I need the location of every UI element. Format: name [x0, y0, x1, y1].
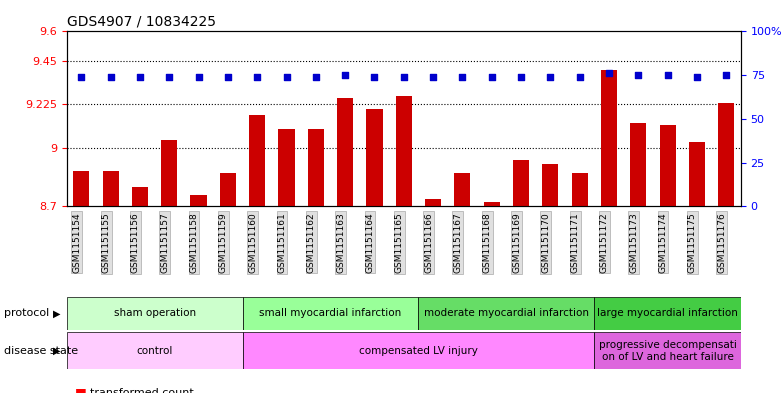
Bar [454, 173, 470, 206]
Text: GSM1151164: GSM1151164 [365, 212, 375, 272]
Bar [278, 129, 295, 206]
Text: GSM1151161: GSM1151161 [278, 212, 286, 273]
Bar [396, 95, 412, 206]
Bar [67, 332, 242, 369]
Point [310, 74, 322, 80]
Text: GDS4907 / 10834225: GDS4907 / 10834225 [67, 15, 216, 29]
Text: GSM1151163: GSM1151163 [336, 212, 345, 273]
Bar [337, 97, 353, 206]
Text: GSM1151158: GSM1151158 [190, 212, 198, 273]
Text: GSM1151154: GSM1151154 [72, 212, 82, 272]
Point [426, 74, 439, 80]
Bar [103, 171, 118, 206]
Bar [659, 125, 676, 206]
Point [280, 74, 292, 80]
Point [720, 72, 732, 78]
Text: GSM1151166: GSM1151166 [424, 212, 433, 273]
Text: moderate myocardial infarction: moderate myocardial infarction [424, 309, 589, 318]
Text: transformed count: transformed count [90, 388, 194, 393]
Point [163, 74, 176, 80]
Text: ▶: ▶ [53, 346, 60, 356]
Bar [73, 171, 89, 206]
Point [515, 74, 528, 80]
Bar [601, 70, 617, 206]
Point [485, 74, 498, 80]
Point [251, 74, 263, 80]
Bar [718, 103, 735, 206]
Bar [132, 187, 148, 206]
Bar [630, 123, 646, 206]
Bar [419, 297, 594, 330]
Point [456, 74, 469, 80]
Text: compensated LV injury: compensated LV injury [359, 346, 478, 356]
Point [691, 74, 703, 80]
Point [603, 70, 615, 77]
Bar [594, 332, 741, 369]
Text: large myocardial infarction: large myocardial infarction [597, 309, 738, 318]
Text: GSM1151176: GSM1151176 [717, 212, 726, 273]
Bar [484, 202, 499, 206]
Text: GSM1151173: GSM1151173 [630, 212, 638, 273]
Text: GSM1151160: GSM1151160 [249, 212, 257, 273]
Text: control: control [136, 346, 172, 356]
Text: protocol: protocol [4, 309, 49, 318]
Text: GSM1151169: GSM1151169 [512, 212, 521, 273]
Point [662, 72, 674, 78]
Bar [425, 198, 441, 206]
Bar [67, 297, 242, 330]
Point [339, 72, 351, 78]
Bar [572, 173, 588, 206]
Text: GSM1151156: GSM1151156 [131, 212, 140, 273]
Bar [543, 163, 558, 206]
Text: sham operation: sham operation [114, 309, 196, 318]
Bar [191, 195, 207, 206]
Text: GSM1151175: GSM1151175 [688, 212, 697, 273]
Bar [366, 109, 383, 206]
Bar [242, 332, 594, 369]
Text: ▶: ▶ [53, 309, 60, 318]
Point [544, 74, 557, 80]
Point [632, 72, 644, 78]
Bar [220, 173, 236, 206]
Bar [689, 142, 705, 206]
Point [75, 74, 88, 80]
Text: GSM1151162: GSM1151162 [307, 212, 316, 272]
Text: progressive decompensati
on of LV and heart failure: progressive decompensati on of LV and he… [599, 340, 736, 362]
Bar [162, 140, 177, 206]
Text: GSM1151171: GSM1151171 [571, 212, 579, 273]
Text: GSM1151155: GSM1151155 [102, 212, 111, 273]
Text: small myocardial infarction: small myocardial infarction [260, 309, 401, 318]
Text: GSM1151170: GSM1151170 [541, 212, 550, 273]
Text: GSM1151167: GSM1151167 [453, 212, 463, 273]
Text: GSM1151172: GSM1151172 [600, 212, 609, 272]
Text: GSM1151165: GSM1151165 [395, 212, 404, 273]
Bar [594, 297, 741, 330]
Text: GSM1151159: GSM1151159 [219, 212, 228, 273]
Text: GSM1151174: GSM1151174 [659, 212, 668, 272]
Point [368, 74, 381, 80]
Point [397, 74, 410, 80]
Bar [513, 160, 529, 206]
Bar [249, 115, 265, 206]
Text: disease state: disease state [4, 346, 78, 356]
Text: GSM1151157: GSM1151157 [160, 212, 169, 273]
Text: ■: ■ [74, 386, 86, 393]
Bar [308, 129, 324, 206]
Point [192, 74, 205, 80]
Point [573, 74, 586, 80]
Point [222, 74, 234, 80]
Point [133, 74, 146, 80]
Bar [242, 297, 419, 330]
Point [104, 74, 117, 80]
Text: GSM1151168: GSM1151168 [483, 212, 492, 273]
